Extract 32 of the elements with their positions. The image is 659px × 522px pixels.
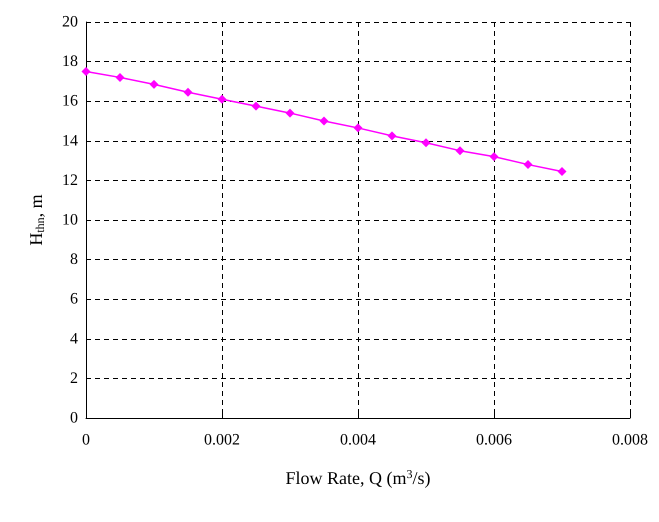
point [490,152,498,162]
point [184,88,192,97]
point [388,131,396,140]
y-tick-label: 16 [62,92,78,110]
y-tick-label: 18 [62,53,78,70]
x-tick-label: 0.008 [612,432,648,448]
y-tick-label: 2 [70,370,78,387]
point [82,67,90,76]
point [354,123,362,132]
y-tick-label: 14 [62,132,78,150]
y-tick-label: 6 [70,290,78,308]
y-tick-label: 0 [70,410,78,426]
point [320,116,328,126]
x-tick-label: 0.004 [340,432,376,448]
point [558,166,566,176]
y-tick-label: 10 [62,212,78,228]
point [218,94,226,104]
point [456,146,464,156]
y-tick-label: 8 [70,251,78,268]
point [252,102,260,111]
y-tick-label: 20 [62,14,78,30]
point [422,138,430,148]
x-tick-label: 0.006 [476,432,512,448]
point [150,80,158,89]
point [116,72,124,82]
y-tick-label: 12 [62,172,78,189]
y-axis-title: Hthn, m [26,194,47,246]
x-tick-label: 0.002 [204,432,240,448]
point [286,108,294,118]
y-tick-label: 4 [70,330,78,348]
x-tick-label: 0 [82,432,90,448]
point [524,160,532,170]
